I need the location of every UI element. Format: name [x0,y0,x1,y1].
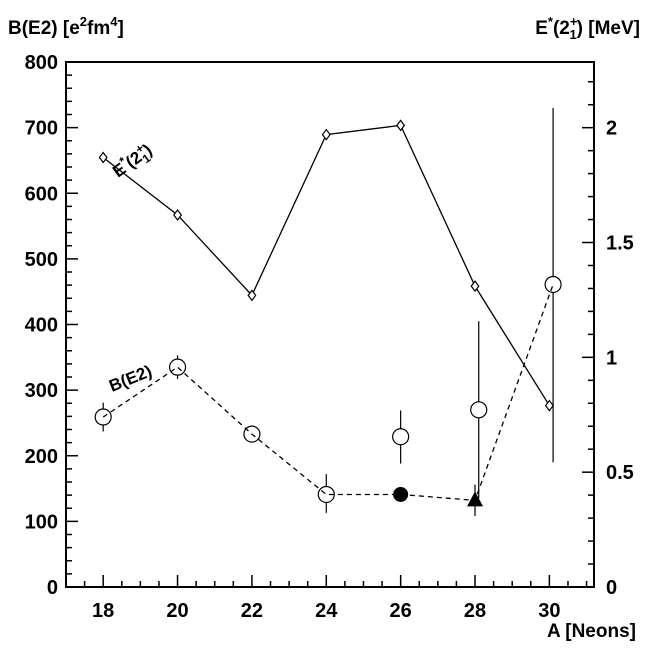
data-marks [94,107,562,517]
be2-dashed-line [102,284,554,502]
y-left-tick-label: 200 [25,446,58,468]
e2-energy-diamond-point [396,119,406,132]
e2-energy-diamond-point [98,151,108,164]
y-left-axis-title: B(E2) [e2fm4] [8,14,124,39]
x-tick-label: 18 [92,600,114,622]
x-tick-label: 26 [390,600,412,622]
e2-energy-diamond-point [470,280,480,293]
x-tick-label: 20 [166,600,188,622]
y-right-tick-label: 1.5 [606,233,634,255]
be2-open-circle-point [94,408,112,426]
x-tick-label: 22 [241,600,263,622]
e2-energy-diamond-point [247,289,257,302]
e2-energy-diamond-point [321,128,331,141]
y-right-tick-label: 1 [606,347,617,369]
x-tick-label: 30 [538,600,560,622]
y-left-tick-label: 500 [25,249,58,271]
be2-open-circle-point [392,428,410,446]
y-left-tick-label: 700 [25,118,58,140]
e2-energy-diamond-point [173,208,183,221]
y-left-tick-label: 600 [25,183,58,205]
be2-open-circle-point [168,358,187,376]
be2-open-circle-point [544,275,562,294]
y-left-tick-label: 400 [25,315,58,337]
be2-filled-circle-point [393,486,409,502]
y-left-tick-label: 300 [25,380,58,402]
be2-open-circle-point [317,485,335,504]
x-tick-label: 24 [315,600,338,622]
be2-filled-triangle-point [467,491,484,507]
be2-open-circle-point [243,425,261,443]
annotation-e2-plus: E*(2+1) [107,138,157,185]
y-left-tick-label: 0 [47,577,58,599]
annotation-be2: B(E2) [106,361,154,395]
y-right-tick-label: 2 [606,118,617,140]
y-right-tick-label: 0.5 [606,462,634,484]
x-tick-label: 28 [464,600,486,622]
e2-energy-diamond-point [544,399,554,412]
be2-open-circle-point [470,401,488,419]
y-left-tick-label: 100 [25,511,58,533]
x-axis-title: A [Neons] [547,621,636,642]
y-right-tick-label: 0 [606,577,617,599]
y-left-tick-label: 800 [25,52,58,74]
plot-frame [65,61,595,588]
axes: 18 20 22 24 26 28 3001002003004005006007008000… [25,52,634,622]
y-right-axis-title: E*(2+ 1) [MeV] [535,14,640,42]
